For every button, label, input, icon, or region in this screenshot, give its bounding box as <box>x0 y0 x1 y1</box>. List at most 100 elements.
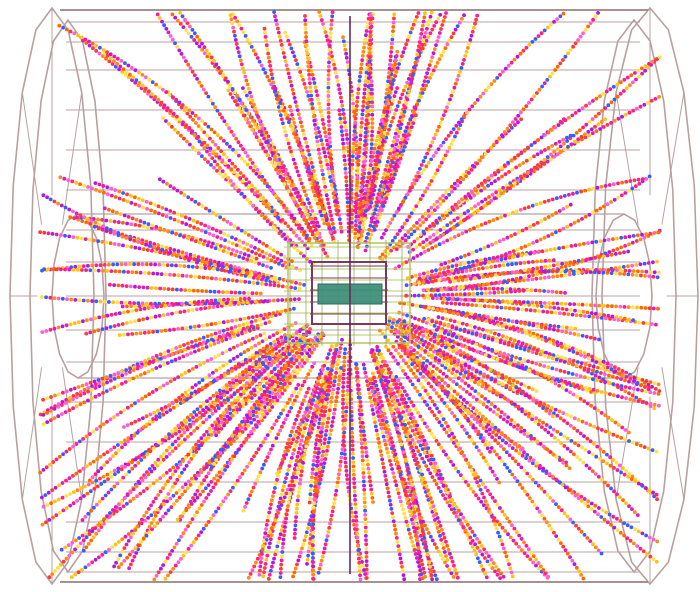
track-hit <box>269 314 274 319</box>
track-hit <box>508 422 513 427</box>
track-hit <box>434 512 439 516</box>
track-hit <box>121 504 126 509</box>
track-hit <box>245 268 250 273</box>
track-hit <box>542 402 547 407</box>
track-hit <box>435 416 439 421</box>
track-hit <box>152 242 157 246</box>
track-hit <box>72 386 77 391</box>
track-hit <box>451 379 456 384</box>
track-hit <box>425 71 429 75</box>
track-hit <box>292 448 297 452</box>
track-hit <box>453 134 457 139</box>
track-hit <box>327 60 331 65</box>
track-hit <box>136 262 141 267</box>
track-hit <box>651 537 656 542</box>
track-hit <box>480 199 484 204</box>
track-hit <box>651 557 656 562</box>
track-hit <box>294 439 299 444</box>
track-hit <box>481 482 485 486</box>
track-hit <box>326 102 331 107</box>
track-hit <box>521 390 526 395</box>
track-hit <box>327 526 332 530</box>
track-hit <box>497 522 502 527</box>
track-hit <box>343 47 348 52</box>
track-hit <box>300 434 305 439</box>
track-hit <box>360 54 365 58</box>
track-hit <box>427 63 432 67</box>
track-hit <box>228 336 233 340</box>
track-hit <box>78 402 83 407</box>
track-hit <box>116 323 121 327</box>
track-hit <box>267 383 272 387</box>
track-hit <box>326 444 330 449</box>
track-hit <box>349 229 354 234</box>
track-hit <box>276 298 280 303</box>
track-hit <box>104 389 109 393</box>
track-hit <box>535 239 539 244</box>
track-hit <box>174 432 178 436</box>
track-hit <box>230 433 235 438</box>
track-hit <box>595 315 600 320</box>
track-hit <box>371 412 376 416</box>
track-hit <box>539 259 544 264</box>
track-hit <box>522 260 527 265</box>
track-hit <box>463 362 468 367</box>
track-hit <box>297 297 301 301</box>
track-hit <box>116 565 121 570</box>
track-hit <box>496 176 501 181</box>
track-hit <box>220 115 225 120</box>
track-hit <box>395 320 400 324</box>
track-hit <box>547 472 552 476</box>
track-hit <box>603 316 608 321</box>
track-hit <box>418 242 422 247</box>
track-hit <box>332 62 336 67</box>
track-hit <box>75 498 79 503</box>
track-hit <box>86 542 91 546</box>
track-hit <box>199 84 204 88</box>
track-hit <box>453 373 458 378</box>
track-hit <box>199 481 204 486</box>
track-hit <box>229 326 234 331</box>
track-hit <box>572 416 577 421</box>
track-hit <box>580 419 585 424</box>
track-hit <box>307 500 312 505</box>
track-hit <box>273 376 277 381</box>
track-hit <box>455 216 460 221</box>
track-hit <box>236 140 241 145</box>
track-hit <box>459 213 463 218</box>
track-hit <box>517 163 522 168</box>
track-hit <box>314 442 318 446</box>
track-hit <box>79 236 84 241</box>
track-hit <box>191 496 195 500</box>
track-hit <box>90 384 94 388</box>
track-hit <box>432 435 436 440</box>
track-hit <box>511 538 516 543</box>
track-hit <box>468 268 473 273</box>
track-hit <box>209 429 214 434</box>
track-hit <box>173 481 178 486</box>
track-hit <box>310 402 314 406</box>
track-hit <box>420 418 425 422</box>
track-hit <box>440 300 445 305</box>
track-hit <box>378 449 383 454</box>
track-hit <box>602 204 606 209</box>
track-hit <box>363 504 367 509</box>
track-hit <box>362 366 367 371</box>
track-hit <box>176 130 180 135</box>
track-hit <box>360 229 365 234</box>
track-hit <box>320 554 325 559</box>
track-hit <box>576 418 581 422</box>
track-hit <box>126 532 131 536</box>
track-hit <box>455 223 459 228</box>
track-hit <box>73 538 78 543</box>
track-hit <box>410 420 415 424</box>
track-hit <box>262 389 267 394</box>
track-hit <box>560 329 564 334</box>
track-hit <box>652 406 657 411</box>
track-hit <box>297 446 302 451</box>
track-hit <box>188 424 193 429</box>
track-hit <box>600 477 604 482</box>
track-hit <box>506 318 511 323</box>
track-hit <box>80 567 84 572</box>
track-hit <box>447 434 451 438</box>
